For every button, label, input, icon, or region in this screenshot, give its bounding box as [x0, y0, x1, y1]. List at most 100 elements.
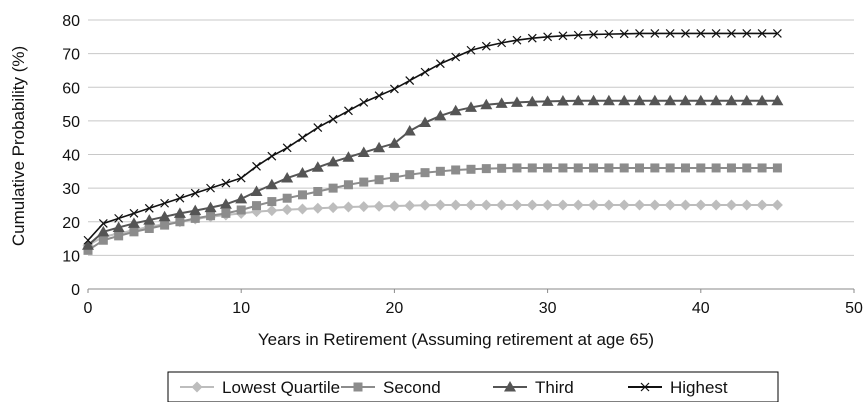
- data-point-second-34: [604, 163, 614, 173]
- data-point-second-13: [282, 193, 292, 203]
- data-point-lowest-quartile-24: [450, 199, 462, 211]
- data-point-highest-15-stroke-b: [313, 123, 323, 133]
- legend-label-lowest-quartile: Lowest Quartile: [222, 378, 340, 397]
- y-tick-label-10: 10: [62, 248, 80, 265]
- axes: [87, 288, 855, 293]
- data-point-third-45: [771, 94, 784, 106]
- data-point-lowest-quartile-13: [281, 204, 293, 216]
- data-point-highest-2: [114, 213, 124, 223]
- data-point-highest-1: [98, 219, 108, 228]
- data-point-second-32: [573, 163, 583, 173]
- data-point-highest-19-stroke-b: [374, 91, 384, 101]
- series-lowest-quartile: [82, 199, 783, 251]
- data-point-highest-39-stroke-b: [681, 29, 690, 38]
- data-point-lowest-quartile-35: [618, 199, 630, 211]
- data-point-highest-20: [389, 84, 399, 94]
- data-point-highest-10: [236, 173, 246, 183]
- data-point-second-39: [680, 163, 690, 173]
- data-point-highest-8-stroke-b: [206, 183, 215, 193]
- data-point-second-2: [114, 231, 124, 241]
- y-tick-label-0: 0: [71, 282, 80, 299]
- data-point-third-6: [173, 207, 186, 218]
- data-point-highest-38: [665, 29, 675, 38]
- data-point-second-38: [665, 163, 675, 173]
- data-point-highest-29: [527, 33, 537, 43]
- data-point-third-7: [189, 204, 202, 216]
- data-point-highest-13-stroke-b: [282, 143, 292, 153]
- data-point-lowest-quartile-29: [526, 199, 538, 211]
- data-point-second-8: [206, 211, 216, 221]
- legend-marker-second: [353, 382, 363, 392]
- legend-label-second: Second: [383, 378, 441, 397]
- data-point-highest-8: [206, 183, 215, 193]
- data-point-second-27: [497, 163, 507, 173]
- data-point-highest-18: [359, 97, 369, 107]
- data-point-third-31: [556, 95, 569, 106]
- data-point-highest-3: [129, 208, 139, 218]
- data-point-lowest-quartile-31: [557, 199, 569, 211]
- data-point-highest-4: [144, 203, 154, 213]
- data-point-highest-16-stroke-b: [328, 114, 338, 124]
- data-point-highest-25: [466, 45, 476, 55]
- data-point-second-7: [190, 213, 200, 223]
- data-point-third-21: [403, 124, 416, 136]
- data-point-highest-11-stroke-b: [252, 161, 261, 171]
- data-point-third-41: [710, 94, 723, 106]
- data-point-lowest-quartile-27: [496, 199, 508, 211]
- data-point-lowest-quartile-41: [710, 199, 722, 211]
- legend: Lowest Quartile Second Third Highest: [167, 371, 779, 402]
- data-point-third-37: [648, 94, 661, 106]
- data-point-second-40: [696, 163, 706, 173]
- data-point-second-33: [589, 163, 599, 173]
- data-point-highest-23: [435, 59, 445, 69]
- data-point-third-36: [633, 94, 646, 106]
- data-point-highest-43-stroke-b: [742, 29, 752, 38]
- data-point-second-6: [175, 217, 185, 227]
- data-point-lowest-quartile-39: [679, 199, 691, 211]
- data-point-highest-10-stroke-b: [236, 173, 246, 183]
- data-point-highest-0-stroke-b: [83, 235, 93, 245]
- data-point-third-40: [694, 94, 707, 106]
- data-point-second-9: [221, 208, 231, 218]
- data-point-highest-7-stroke-b: [190, 188, 200, 198]
- data-point-lowest-quartile-23: [434, 199, 446, 211]
- data-point-second-3: [129, 227, 139, 237]
- series-line-highest: [87, 32, 778, 241]
- x-tick-label-50: 50: [845, 300, 863, 317]
- data-point-highest-41: [711, 29, 721, 38]
- y-tick-label-40: 40: [62, 148, 80, 165]
- data-point-second-42: [726, 163, 736, 173]
- data-point-highest-27: [497, 38, 507, 48]
- data-point-highest-9: [221, 178, 231, 188]
- legend-entry-second: Second: [341, 378, 441, 397]
- data-point-lowest-quartile-15: [312, 202, 324, 214]
- y-tick-label-50: 50: [62, 114, 80, 131]
- data-point-third-24: [449, 104, 462, 116]
- series-highest: [83, 29, 782, 245]
- data-point-highest-44-stroke-b: [757, 29, 767, 38]
- series-line-third: [87, 99, 778, 247]
- data-point-second-25: [466, 164, 476, 174]
- data-point-second-26: [481, 164, 491, 174]
- data-point-lowest-quartile-30: [542, 199, 554, 211]
- data-point-highest-39: [681, 29, 690, 38]
- y-tick-label-70: 70: [62, 47, 80, 64]
- data-point-third-39: [679, 94, 692, 106]
- series-third: [82, 94, 784, 250]
- data-point-highest-37-stroke-b: [650, 29, 660, 38]
- data-point-highest-31-stroke-b: [558, 31, 568, 41]
- data-point-second-15: [313, 186, 323, 196]
- legend-marker-highest-stroke-b: [640, 382, 650, 392]
- data-point-highest-17-stroke-b: [344, 106, 353, 116]
- legend-entry-lowest-quartile: Lowest Quartile: [180, 378, 340, 397]
- data-point-highest-41-stroke-b: [711, 29, 721, 38]
- data-point-third-27: [495, 97, 508, 108]
- data-point-highest-40-stroke-b: [696, 29, 706, 38]
- data-point-second-19: [374, 175, 384, 185]
- legend-marker-highest: [640, 382, 650, 392]
- data-point-highest-43: [742, 29, 752, 38]
- data-point-second-5: [160, 220, 170, 230]
- data-point-lowest-quartile-45: [771, 199, 783, 211]
- data-point-highest-5: [160, 198, 170, 208]
- data-point-highest-21: [405, 76, 415, 85]
